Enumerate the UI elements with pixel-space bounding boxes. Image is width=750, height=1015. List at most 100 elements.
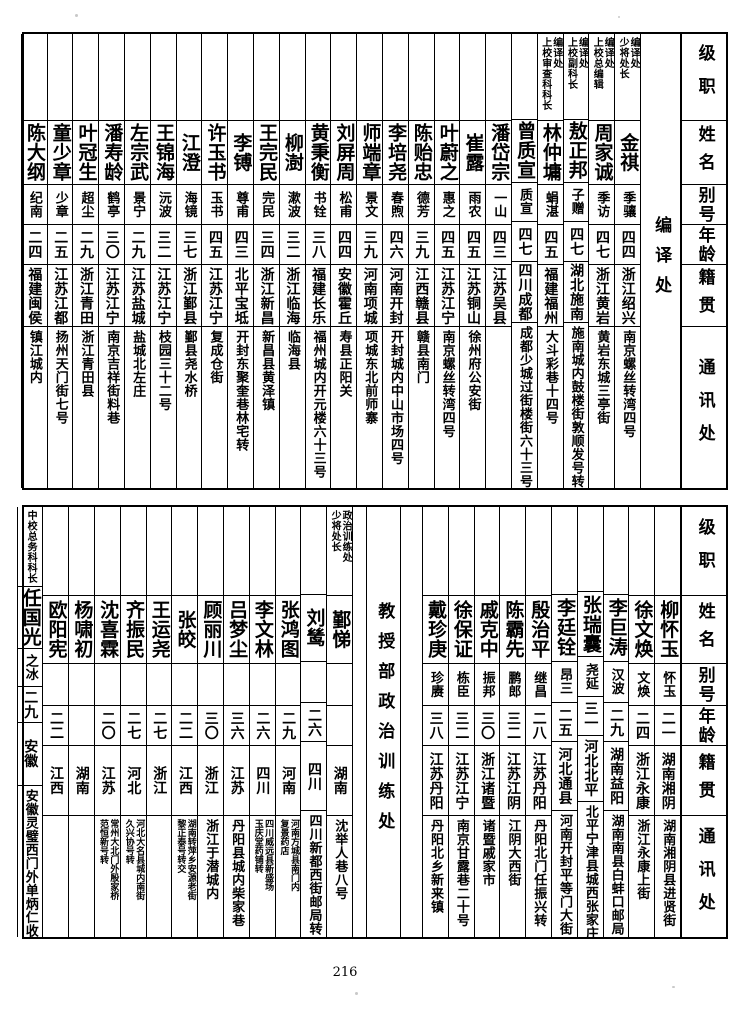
cell-rank (73, 34, 98, 120)
cell-native-place: 福建福州 (537, 264, 563, 326)
roster-person-column[interactable]: 戚克中 振邦 三〇 浙江诸暨 诸暨戚家市 (473, 507, 500, 937)
roster-person-column[interactable]: 李镈 尊甫 四三 北平宝坻 开封东聚奎巷林宅转 (227, 34, 254, 488)
roster-person-column[interactable]: 编译处 少将处长 金祺 季骧 四四 浙江绍兴 南京螺丝转湾四号 (614, 34, 640, 488)
cell-address: 临海县 (279, 326, 305, 488)
roster-person-column[interactable]: 潘寿龄 鹤亭 三〇 江苏江宁 南京吉祥街料巷 (98, 34, 125, 488)
person-alias-text: 惠之 (439, 191, 455, 218)
person-address-text: 南京螺丝转湾四号 (439, 330, 455, 438)
roster-person-column[interactable]: 中校总务科科长 任国光 之冰 二九 安徽 安徽灵璧西门外单炳仁收转 (16, 507, 43, 937)
cell-rank (95, 507, 120, 595)
cell-age (69, 705, 95, 745)
roster-person-column[interactable]: 师端章 景文 三九 河南项城 项城东北前师寨 (356, 34, 383, 488)
cell-address: 项城东北前师寨 (357, 326, 383, 488)
roster-person-column[interactable]: 欧阳宪 二二 江西 (42, 507, 69, 937)
address-wrap: 徐州府公安街 (465, 327, 480, 488)
cell-rank (331, 34, 356, 120)
cell-native-place: 江苏江宁 (202, 264, 228, 326)
roster-person-column[interactable]: 童少章 少章 二五 江苏江都 扬州天门街七号 (46, 34, 73, 488)
address-wrap: 寿县正阳关 (336, 327, 351, 488)
cell-age: 三六 (224, 705, 249, 745)
roster-person-column[interactable]: 叶蔚之 惠之 四五 江苏江宁 南京螺丝转湾四号 (433, 34, 460, 488)
person-native-text: 江苏盐城 (129, 266, 146, 325)
person-address-text: 临海县 (284, 330, 300, 371)
cell-address: 丹阳北门任振兴转 (526, 815, 552, 937)
roster-person-column[interactable]: 徐保证 栋臣 三二 江苏江宁 南京甘露巷二十号 (447, 507, 474, 937)
cell-rank: 中校总务科科长 (18, 507, 43, 586)
roster-person-column[interactable]: 齐振民 二七 河北 河北大名县城内南街 久兴协号转 (119, 507, 146, 937)
person-alias-text: 景宁 (130, 191, 146, 218)
person-native-text: 江苏铜山 (464, 266, 481, 325)
roster-person-column[interactable]: 张皎 二二 江西 湖南转萍乡安源老街 黎正泰号转交 (171, 507, 198, 937)
roster-person-column[interactable]: 王锦海 沅波 三二 江苏江宁 枝园三十二号 (149, 34, 176, 488)
address-wrap: 鄞县尧水桥 (182, 327, 197, 488)
roster-person-column[interactable]: 李培尧 春煦 四六 河南开封 开封城内中山市场四号 (382, 34, 408, 488)
roster-person-column[interactable]: 柳怀玉 怀玉 二一 湖南湘阴 湖南湘阴县进贤街 (654, 507, 680, 937)
roster-person-column[interactable]: 李廷铨 昂三 二五 河北通县 河南开封平等门大街 (551, 507, 577, 937)
roster-person-column[interactable]: 崔露 雨农 四五 江苏铜山 徐州府公安街 (459, 34, 486, 488)
cell-age: 二九 (73, 224, 99, 264)
person-alias-text: 纪南 (26, 191, 42, 218)
cell-alias (249, 663, 275, 705)
roster-person-column[interactable]: 陈大纲 纪南 二四 福建闽侯 镇江城内 (20, 34, 47, 488)
cell-age: 二九 (125, 224, 150, 264)
roster-person-column[interactable]: 殷治平 继昌 二八 江苏丹阳 丹阳北门任振兴转 (525, 507, 552, 937)
roster-person-column[interactable]: 张鸿图 二九 河南 河南方城县南门内 复景药店 (274, 507, 301, 937)
roster-person-column[interactable]: 顾丽川 三〇 浙江 浙江于潜城内 (197, 507, 224, 937)
person-age-text: 四七 (516, 226, 533, 256)
roster-person-column[interactable]: 编译处 上校副科长 敖正邦 子赠 四七 湖北施南 施南城内鼓楼街敦顺发号转 (562, 34, 589, 488)
cell-name: 沈喜霖 (95, 595, 120, 663)
roster-person-column[interactable]: 张瑞囊 尧延 三一 河北北平 北平宁津县城西张家庄 (576, 507, 603, 937)
roster-person-column[interactable]: 李巨涛 汉波 二九 湖南益阳 湖南南县白蚌口邮局 (602, 507, 629, 937)
roster-person-column[interactable]: 刘鸶 二六 四川 四川新都西街邮局转 (300, 507, 327, 937)
cell-native-place: 江苏 (95, 745, 120, 815)
cell-age: 三一 (577, 696, 603, 734)
person-name-text: 徐文焕 (631, 600, 654, 659)
roster-person-column[interactable]: 柳澍 漱波 三二 浙江临海 临海县 (278, 34, 305, 488)
person-alias-text: 书铨 (310, 191, 326, 218)
cell-age: 三八 (423, 705, 448, 745)
cell-address: 鄞县尧水桥 (176, 326, 202, 488)
roster-person-column[interactable]: 戴珍庚 珍赓 三八 江苏丹阳 丹阳北乡新来镇 (422, 507, 448, 937)
roster-person-column[interactable]: 王完民 完民 三四 浙江新昌 新昌县黄泽镇 (253, 34, 279, 488)
roster-person-column[interactable]: 陈霸先 鹏郎 三二 江苏江阴 江阴大西街 (499, 507, 526, 937)
roster-person-column[interactable]: 左宗武 景宁 二九 江苏盐城 盐城北左庄 (124, 34, 150, 488)
roster-person-column[interactable]: 政治训练处 少将处长 鄞悌 湖南 沈举人巷八号 (326, 507, 353, 937)
roster-person-column[interactable]: 陈贻忠 德芳 三九 江西赣县 赣县南门 (407, 34, 434, 488)
address-two-column: 河南方城县南门内 复景药店 (276, 816, 301, 937)
cell-alias: 鹤亭 (99, 184, 125, 224)
person-address-text: 扬州天门街七号 (52, 330, 68, 425)
person-name-text: 齐振民 (122, 600, 145, 659)
roster-person-column[interactable]: 曾质宣 质宣 四七 四川成都 成都少城过街楼街六十三号 (511, 34, 537, 488)
person-alias-text: 尊甫 (233, 191, 249, 218)
cell-alias (146, 663, 172, 705)
roster-person-column[interactable]: 李文林 二六 四川 四川威远县新盛场 玉庆堂药铺转 (248, 507, 275, 937)
roster-person-column[interactable]: 徐文焕 文焕 二四 浙江永康 浙江永康上街 (628, 507, 655, 937)
cell-name: 徐保证 (448, 595, 474, 663)
person-name-text: 鄞悌 (329, 610, 352, 649)
cell-name: 陈大纲 (21, 120, 47, 184)
roster-person-column[interactable]: 黄秉衡 书铨 三八 福建长乐 福州城内开元楼六十三号 (304, 34, 331, 488)
person-alias-text: 文焕 (634, 671, 650, 698)
person-age-text: 二〇 (99, 711, 116, 740)
roster-person-column[interactable]: 江澄 海镜 三七 浙江鄞县 鄞县尧水桥 (175, 34, 202, 488)
roster-person-column[interactable]: 潘岱宗 一山 四三 江苏吴县 (485, 34, 512, 488)
roster-person-column[interactable]: 许玉书 玉书 四五 江苏江宁 复成仓街 (201, 34, 228, 488)
cell-native-place: 河北北平 (577, 734, 603, 802)
roster-person-column[interactable]: 编译处 上校审查科科长 林仲墉 蜎湛 四五 福建福州 大斗彩巷十四号 (536, 34, 563, 488)
cell-age: 三九 (357, 224, 383, 264)
cell-alias: 季访 (589, 184, 615, 224)
person-alias-text: 栋臣 (453, 671, 469, 698)
cell-alias: 少章 (47, 184, 73, 224)
cell-rank (604, 507, 629, 594)
roster-person-column[interactable]: 叶冠生 超尘 二九 浙江青田 浙江青田县 (72, 34, 99, 488)
cell-address: 丹阳北乡新来镇 (423, 815, 448, 937)
roster-person-column[interactable]: 王运尧 二七 浙江 (145, 507, 172, 937)
person-native-text: 浙江诸暨 (479, 751, 496, 810)
roster-person-column[interactable]: 编译处 上校总编辑 周家诚 季访 四七 浙江黄岩 黄岩东城三亭街 (588, 34, 615, 488)
roster-person-column[interactable]: 吕梦尘 三六 江苏 丹阳县城内柴家巷 (223, 507, 249, 937)
roster-person-column[interactable]: 杨啸初 湖南 (68, 507, 95, 937)
cell-native-place: 江苏江宁 (150, 264, 176, 326)
roster-person-column[interactable]: 沈喜霖 二〇 江苏 常州大北门外殷家桥 范恒新号转 (94, 507, 120, 937)
cell-age: 二一 (655, 705, 680, 745)
roster-person-column[interactable]: 刘屏周 松甫 四四 安徽霍丘 寿县正阳关 (330, 34, 357, 488)
